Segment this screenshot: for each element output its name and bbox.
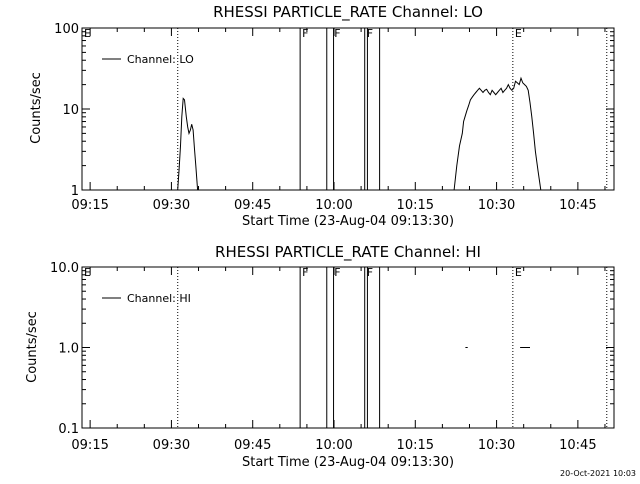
panel-lo: RHESSI PARTICLE_RATE Channel: LO Counts/… xyxy=(29,3,615,229)
chart-title-hi: RHESSI PARTICLE_RATE Channel: HI xyxy=(215,243,481,262)
y-tick-label-lo-1: 10 xyxy=(62,103,79,118)
y-tick-label-lo-0: 1 xyxy=(71,184,79,199)
y-axis-label-lo: Counts/sec xyxy=(29,72,44,144)
flag-label-hi-0: E xyxy=(84,266,91,279)
flag-label-lo-4: E xyxy=(515,27,522,40)
panel-hi: RHESSI PARTICLE_RATE Channel: HI Counts/… xyxy=(25,243,615,470)
flag-label-lo-1: F xyxy=(302,27,308,40)
x-tick-label-hi-6: 10:45 xyxy=(559,438,596,453)
x-tick-label-hi-4: 10:15 xyxy=(397,438,434,453)
data-series-lo-0 xyxy=(177,97,199,191)
x-tick-label-lo-1: 09:30 xyxy=(153,198,190,213)
x-axis-label-lo: Start Time (23-Aug-04 09:13:30) xyxy=(242,214,454,229)
flag-label-hi-4: E xyxy=(515,266,522,279)
legend-label-lo: Channel: LO xyxy=(127,53,194,66)
x-tick-label-hi-0: 09:15 xyxy=(71,438,108,453)
footer-date: 20-Oct-2021 10:03 xyxy=(560,469,636,478)
x-axis-label-hi: Start Time (23-Aug-04 09:13:30) xyxy=(242,455,454,470)
x-tick-label-hi-1: 09:30 xyxy=(153,438,190,453)
x-tick-label-lo-0: 09:15 xyxy=(71,198,108,213)
y-tick-label-hi-2: 10.0 xyxy=(50,261,79,276)
chart-title-lo: RHESSI PARTICLE_RATE Channel: LO xyxy=(213,3,483,22)
x-tick-label-lo-4: 10:15 xyxy=(397,198,434,213)
y-tick-label-hi-0: 0.1 xyxy=(58,422,79,437)
x-tick-label-lo-3: 10:00 xyxy=(315,198,352,213)
flag-label-lo-2: F xyxy=(334,27,340,40)
flag-label-hi-1: F xyxy=(302,266,308,279)
x-tick-label-lo-2: 09:45 xyxy=(234,198,271,213)
y-tick-label-lo-2: 100 xyxy=(54,22,79,37)
x-tick-label-hi-5: 10:30 xyxy=(478,438,515,453)
x-tick-label-lo-5: 10:30 xyxy=(478,198,515,213)
y-tick-label-hi-1: 1.0 xyxy=(58,342,79,357)
x-tick-label-hi-2: 09:45 xyxy=(234,438,271,453)
y-axis-label-hi: Counts/sec xyxy=(25,311,40,383)
legend-label-hi: Channel: HI xyxy=(127,292,191,305)
flag-label-hi-3: F xyxy=(367,266,373,279)
flag-label-lo-3: F xyxy=(367,27,373,40)
x-tick-label-lo-6: 10:45 xyxy=(559,198,596,213)
data-series-lo-1 xyxy=(453,76,542,191)
flag-label-lo-0: E xyxy=(84,27,91,40)
x-tick-label-hi-3: 10:00 xyxy=(315,438,352,453)
flag-label-hi-2: F xyxy=(334,266,340,279)
